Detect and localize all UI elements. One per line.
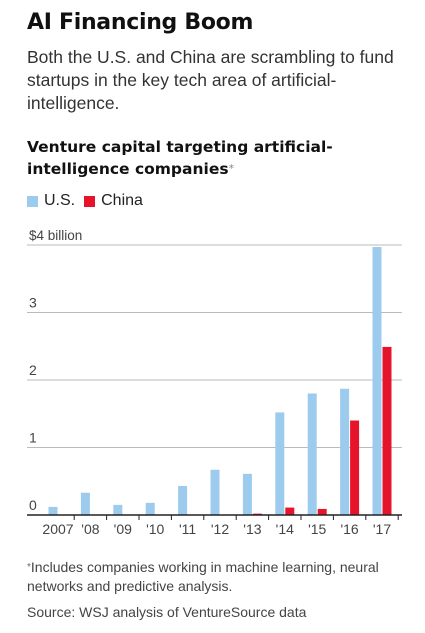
x-tick-label: '16 [340, 521, 358, 537]
x-tick-label: '12 [211, 521, 229, 537]
bar-us [372, 247, 382, 515]
x-tick-label: '10 [146, 521, 164, 537]
source-line: Source: WSJ analysis of VentureSource da… [27, 604, 307, 620]
x-tick-label: '09 [114, 521, 132, 537]
x-tick-label: '13 [243, 521, 261, 537]
dek: Both the U.S. and China are scrambling t… [27, 47, 394, 113]
bar-china [285, 507, 295, 515]
legend-swatch-us [27, 195, 38, 207]
bar-us [178, 485, 188, 515]
bar-us [48, 506, 58, 515]
bar-us [340, 388, 350, 515]
footnote: *Includes companies working in machine l… [27, 558, 412, 596]
legend-item-us: U.S. [27, 192, 75, 210]
y-tick-label: $4 billion [29, 228, 82, 243]
bar-us [242, 473, 252, 515]
bar-china [382, 346, 392, 515]
x-tick-label: '11 [179, 521, 196, 537]
bar-us [275, 412, 285, 515]
headline: AI Financing Boom [27, 10, 254, 35]
chart-title: Venture capital targeting artificial-int… [27, 136, 412, 180]
bar-chart: 0 1 2 3 $4 billion 2007 '08 '09 '10 '11 '12 '13 '14 '… [27, 228, 402, 537]
legend-item-china: China [84, 192, 143, 210]
chart-title-text: Venture capital targeting artificial-int… [27, 138, 333, 178]
bar-us [307, 393, 317, 515]
y-tick-label: 3 [29, 295, 37, 311]
bar-us [145, 502, 155, 515]
y-tick-label: 1 [29, 430, 37, 446]
chart-title-footnote-mark: * [228, 162, 235, 175]
y-tick-label: 0 [29, 497, 37, 513]
footnote-text: Includes companies working in machine le… [27, 559, 379, 594]
bar-china [317, 508, 327, 515]
bar-china [350, 420, 360, 515]
legend-label-us: U.S. [44, 192, 76, 209]
x-tick-label: '08 [81, 521, 99, 537]
bar-us [113, 504, 123, 515]
x-tick-label: '14 [276, 521, 294, 537]
x-tick-label: 2007 [42, 521, 73, 537]
bar-us [210, 469, 220, 515]
x-tick-label: '17 [373, 521, 391, 537]
legend-swatch-china [84, 195, 96, 207]
bar-us [80, 492, 90, 515]
x-tick-label: '15 [308, 521, 326, 537]
legend-label-china: China [101, 192, 143, 209]
legend: U.S. China [27, 191, 152, 211]
footnote-mark: * [27, 562, 31, 573]
y-tick-label: 2 [29, 362, 37, 378]
